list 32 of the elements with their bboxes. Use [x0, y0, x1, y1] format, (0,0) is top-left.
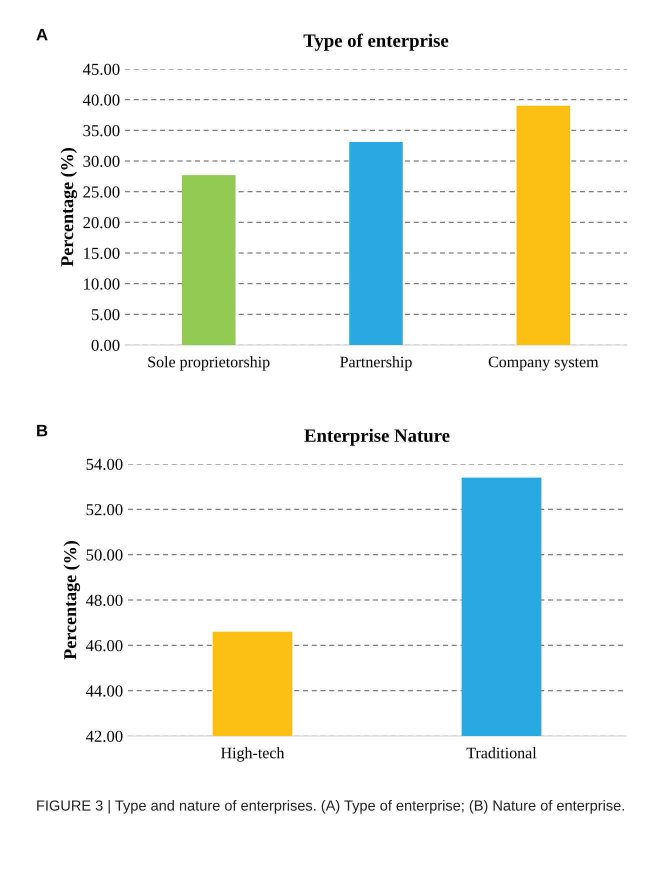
y-tick-label: 54.00	[86, 458, 123, 470]
y-axis-title: Percentage (%)	[60, 148, 78, 266]
caption: FIGURE 3 | Type and nature of enterprises. (A) Type of enterprise; (B) Nature of enterprise.	[37, 800, 624, 814]
chart-title: Type of enterprise	[304, 34, 448, 51]
chart-title: Enterprise Nature	[304, 428, 450, 446]
y-tick-label: 5.00	[92, 309, 120, 320]
y-tick-label: 48.00	[86, 594, 123, 606]
y-tick-label: 46.00	[86, 640, 123, 652]
y-tick-label: 45.00	[82, 64, 120, 76]
x-tick-label: Partnership	[340, 356, 412, 371]
y-tick-label: 30.00	[83, 156, 120, 168]
y-tick-label: 35.00	[83, 125, 120, 136]
y-axis-title: Percentage (%)	[64, 541, 80, 660]
x-tick-label: Sole proprietorship	[148, 356, 270, 371]
x-tick-label: Traditional	[466, 747, 536, 758]
y-tick-label: 15.00	[84, 248, 120, 260]
y-tick-label: 10.00	[84, 278, 120, 290]
bar	[182, 175, 236, 345]
y-tick-label: 50.00	[86, 549, 123, 561]
text: B	[37, 424, 48, 436]
bar	[349, 142, 403, 345]
y-tick-label: 20.00	[83, 217, 120, 228]
x-tick-label: Company system	[488, 356, 598, 371]
y-tick-label: 44.00	[86, 685, 123, 697]
bar	[516, 106, 570, 345]
x-tick-label: High-tech	[221, 747, 284, 762]
text: A	[36, 28, 48, 40]
y-tick-label: 40.00	[82, 94, 120, 106]
y-tick-label: 52.00	[86, 504, 123, 516]
y-tick-label: 25.00	[83, 186, 120, 198]
y-tick-label: 0.00	[92, 340, 120, 352]
y-tick-label: 42.00	[86, 730, 123, 742]
